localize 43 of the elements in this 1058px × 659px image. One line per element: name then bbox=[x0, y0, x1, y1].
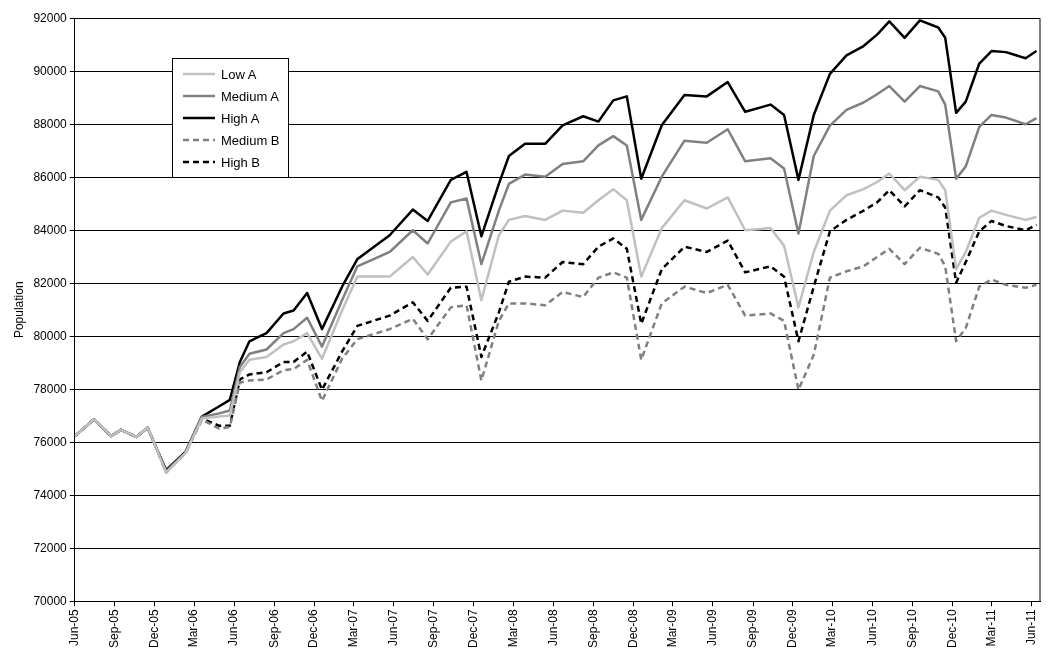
x-tick-label: Jun-07 bbox=[385, 608, 400, 647]
y-tick-label: 84000 bbox=[33, 222, 68, 237]
legend-label: Medium A bbox=[221, 88, 279, 104]
legend-label: Medium B bbox=[221, 132, 280, 148]
x-tick-label: Mar-09 bbox=[665, 608, 679, 648]
y-tick-label: 78000 bbox=[33, 381, 68, 396]
x-tick-label: Dec-05 bbox=[147, 608, 162, 648]
x-tick-label: Mar-06 bbox=[186, 608, 201, 648]
x-tick-label: Mar-08 bbox=[505, 608, 520, 648]
x-tick-label: Jun-10 bbox=[864, 608, 879, 647]
y-tick-label: 72000 bbox=[33, 540, 68, 555]
x-tick-label: Jun-11 bbox=[1024, 608, 1039, 646]
legend-label: High A bbox=[221, 110, 260, 126]
x-tick-label: Sep-10 bbox=[904, 608, 919, 649]
x-tick-label: Sep-09 bbox=[745, 608, 760, 649]
legend-label: Low A bbox=[221, 66, 257, 82]
y-tick-label: 88000 bbox=[33, 116, 68, 131]
x-tick-label: Mar-11 bbox=[983, 608, 998, 647]
x-tick-label: Sep-08 bbox=[585, 608, 600, 649]
x-tick-label: Sep-05 bbox=[107, 608, 122, 649]
x-tick-label: Jun-09 bbox=[705, 608, 720, 647]
x-tick-label: Jun-06 bbox=[226, 608, 241, 647]
x-tick-label: Dec-07 bbox=[465, 608, 480, 648]
x-tick-label: Mar-10 bbox=[824, 608, 839, 648]
x-tick-label: Dec-08 bbox=[625, 608, 640, 648]
x-tick-label: Dec-06 bbox=[306, 608, 321, 648]
y-tick-label: 92000 bbox=[33, 10, 68, 25]
y-tick-label: 86000 bbox=[33, 169, 68, 184]
x-tick-label: Jun-05 bbox=[67, 608, 82, 647]
x-tick-label: Sep-07 bbox=[426, 608, 441, 649]
x-tick-label: Dec-09 bbox=[785, 608, 800, 648]
y-tick-label: 74000 bbox=[33, 487, 68, 502]
y-tick-label: 90000 bbox=[33, 63, 68, 78]
y-tick-label: 80000 bbox=[33, 328, 68, 343]
x-tick-label: Jun-08 bbox=[545, 608, 560, 647]
y-tick-label: 70000 bbox=[33, 593, 68, 608]
y-tick-label: 82000 bbox=[33, 275, 68, 290]
y-tick-label: 76000 bbox=[33, 434, 68, 449]
x-tick-label: Dec-10 bbox=[944, 608, 959, 648]
x-tick-label: Mar-07 bbox=[345, 608, 360, 648]
x-tick-label: Sep-06 bbox=[266, 608, 281, 649]
legend-label: High B bbox=[221, 154, 261, 170]
y-axis-title: Population bbox=[11, 281, 26, 339]
